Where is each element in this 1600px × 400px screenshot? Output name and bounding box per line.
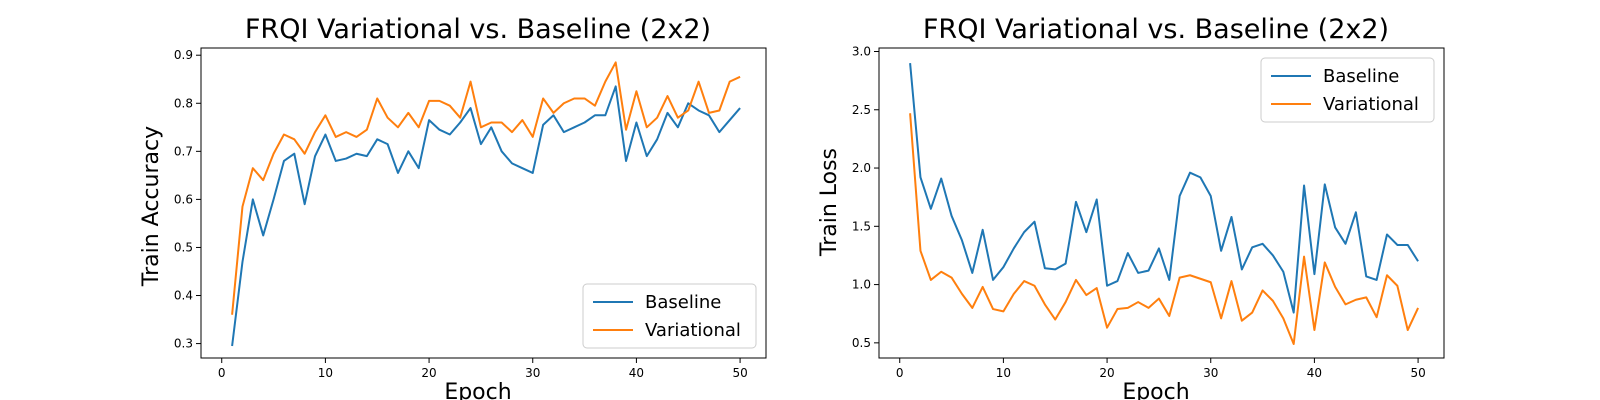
accuracy-x-tick-label: 30 xyxy=(525,366,540,380)
loss-legend-box xyxy=(1260,57,1435,123)
loss-x-tick-label: 30 xyxy=(1203,366,1218,380)
accuracy-chart-title: FRQI Variational vs. Baseline (2x2) xyxy=(245,14,711,45)
accuracy-legend-label-baseline: Baseline xyxy=(645,292,721,313)
loss-y-tick-label: 2.5 xyxy=(852,103,871,117)
accuracy-axes-frame xyxy=(200,47,767,359)
accuracy-y-tick-label: 0.8 xyxy=(174,96,193,110)
loss-y-tick-label: 2.0 xyxy=(852,161,871,175)
loss-legend-label-variational: Variational xyxy=(1323,94,1419,115)
loss-y-tick-label: 0.5 xyxy=(852,336,871,350)
loss-plot-area: 0 10 20 30 40 50 0.5 1.0 1.5 2.0 2.5 3.0 xyxy=(852,44,1445,380)
accuracy-x-axis-label: Epoch xyxy=(444,380,511,400)
loss-legend-label-baseline: Baseline xyxy=(1323,66,1399,87)
accuracy-legend-label-variational: Variational xyxy=(645,320,741,341)
accuracy-plot-area: 0 10 20 30 40 50 0.3 0.4 0.5 0.6 0.7 0.8 0.9 xyxy=(174,47,767,380)
loss-series-baseline-line xyxy=(909,63,1419,314)
accuracy-x-tick-label: 10 xyxy=(318,366,333,380)
loss-x-tick-label: 40 xyxy=(1307,366,1322,380)
loss-x-tick-label: 20 xyxy=(1099,366,1114,380)
accuracy-series-baseline-line xyxy=(231,85,741,347)
loss-chart-title: FRQI Variational vs. Baseline (2x2) xyxy=(923,14,1389,45)
accuracy-y-tick-label: 0.7 xyxy=(174,144,193,158)
loss-y-tick-label: 3.0 xyxy=(852,44,871,58)
accuracy-legend-box xyxy=(582,283,757,349)
loss-legend: Baseline Variational xyxy=(1260,57,1435,123)
accuracy-x-tick-label: 20 xyxy=(421,366,436,380)
accuracy-chart: FRQI Variational vs. Baseline (2x2) 0 10 2… xyxy=(139,14,767,400)
accuracy-x-tick-label: 50 xyxy=(732,366,747,380)
loss-x-tick-label: 50 xyxy=(1410,366,1425,380)
loss-axes-frame xyxy=(878,47,1445,359)
accuracy-y-tick-label: 0.9 xyxy=(174,48,193,62)
loss-y-tick-label: 1.5 xyxy=(852,219,871,233)
loss-y-tick-label: 1.0 xyxy=(852,278,871,292)
loss-y-axis-label: Train Loss xyxy=(817,148,842,257)
accuracy-legend: Baseline Variational xyxy=(582,283,757,349)
accuracy-y-tick-label: 0.4 xyxy=(174,289,193,303)
accuracy-y-tick-label: 0.3 xyxy=(174,337,193,351)
accuracy-x-tick-label: 40 xyxy=(629,366,644,380)
accuracy-y-tick-label: 0.6 xyxy=(174,192,193,206)
loss-x-tick-label: 10 xyxy=(996,366,1011,380)
loss-x-tick-label: 0 xyxy=(896,366,904,380)
loss-chart: FRQI Variational vs. Baseline (2x2) 0 10 2… xyxy=(817,14,1445,400)
accuracy-x-tick-label: 0 xyxy=(218,366,226,380)
loss-series-variational-line xyxy=(909,113,1419,346)
loss-x-axis-label: Epoch xyxy=(1122,380,1189,400)
accuracy-y-axis-label: Train Accuracy xyxy=(139,126,164,287)
accuracy-series-variational-line xyxy=(231,61,741,315)
accuracy-y-tick-label: 0.5 xyxy=(174,240,193,254)
